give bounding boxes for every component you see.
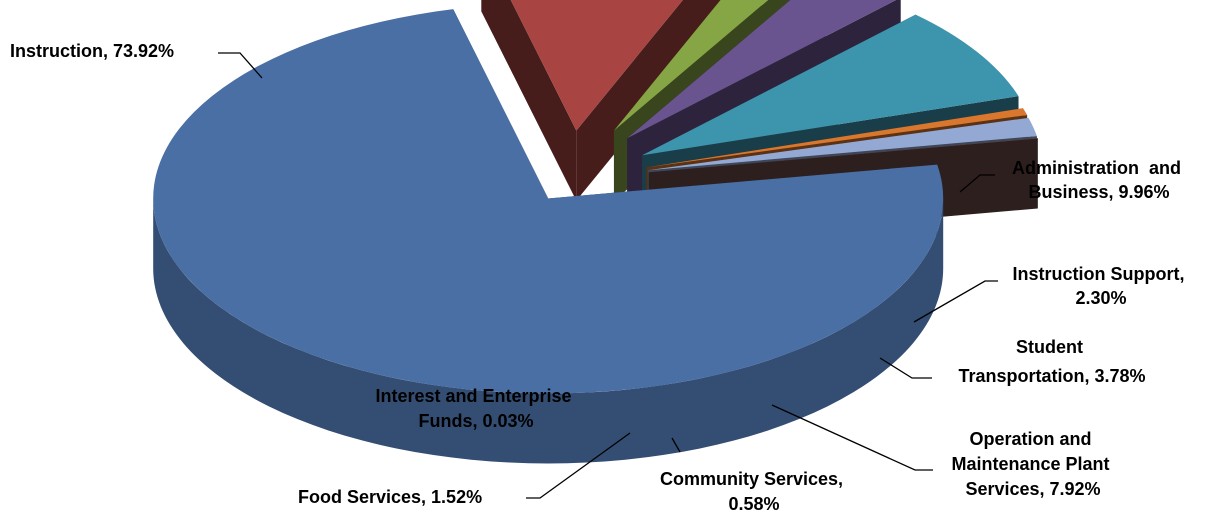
slice-face-start (481, 0, 577, 201)
label-community-services: Community Services, 0.58% (660, 469, 848, 514)
label-instruction-support: Instruction Support, 2.30% (1013, 264, 1190, 308)
label-interest-enterprise: Interest and Enterprise Funds, 0.03% (375, 386, 576, 431)
label-administration: Administration and Business, 9.96% (1012, 158, 1186, 202)
leader-line-operation (771, 404, 933, 471)
slice-top (613, 0, 769, 131)
leader-line-food (526, 432, 631, 499)
slice-top (627, 0, 897, 139)
label-student-transportation: Student Transportation, 3.78% (958, 337, 1145, 386)
leader-line-administration (959, 174, 995, 193)
leader-line-student-transportation (879, 357, 932, 379)
slice-top (648, 138, 1038, 173)
leader-line-community (671, 437, 681, 453)
slice-top (510, 0, 683, 131)
label-instruction: Instruction, 73.92% (10, 41, 174, 61)
slice-top (642, 14, 1019, 156)
leader-lines (218, 52, 998, 499)
leader-line-instruction (218, 52, 263, 79)
slice-top (647, 117, 1037, 171)
leader-line-instruction-support (913, 280, 998, 323)
data-labels: Instruction, 73.92% Administration and B… (10, 41, 1190, 514)
slice-top (153, 9, 944, 394)
slices-layer (153, 0, 1038, 464)
label-food-services: Food Services, 1.52% (298, 487, 482, 507)
slice-top (646, 108, 1028, 168)
slice-side (153, 198, 944, 464)
slice-instruction (153, 9, 944, 464)
label-operation-maintenance: Operation and Maintenance Plant Services… (951, 429, 1114, 499)
